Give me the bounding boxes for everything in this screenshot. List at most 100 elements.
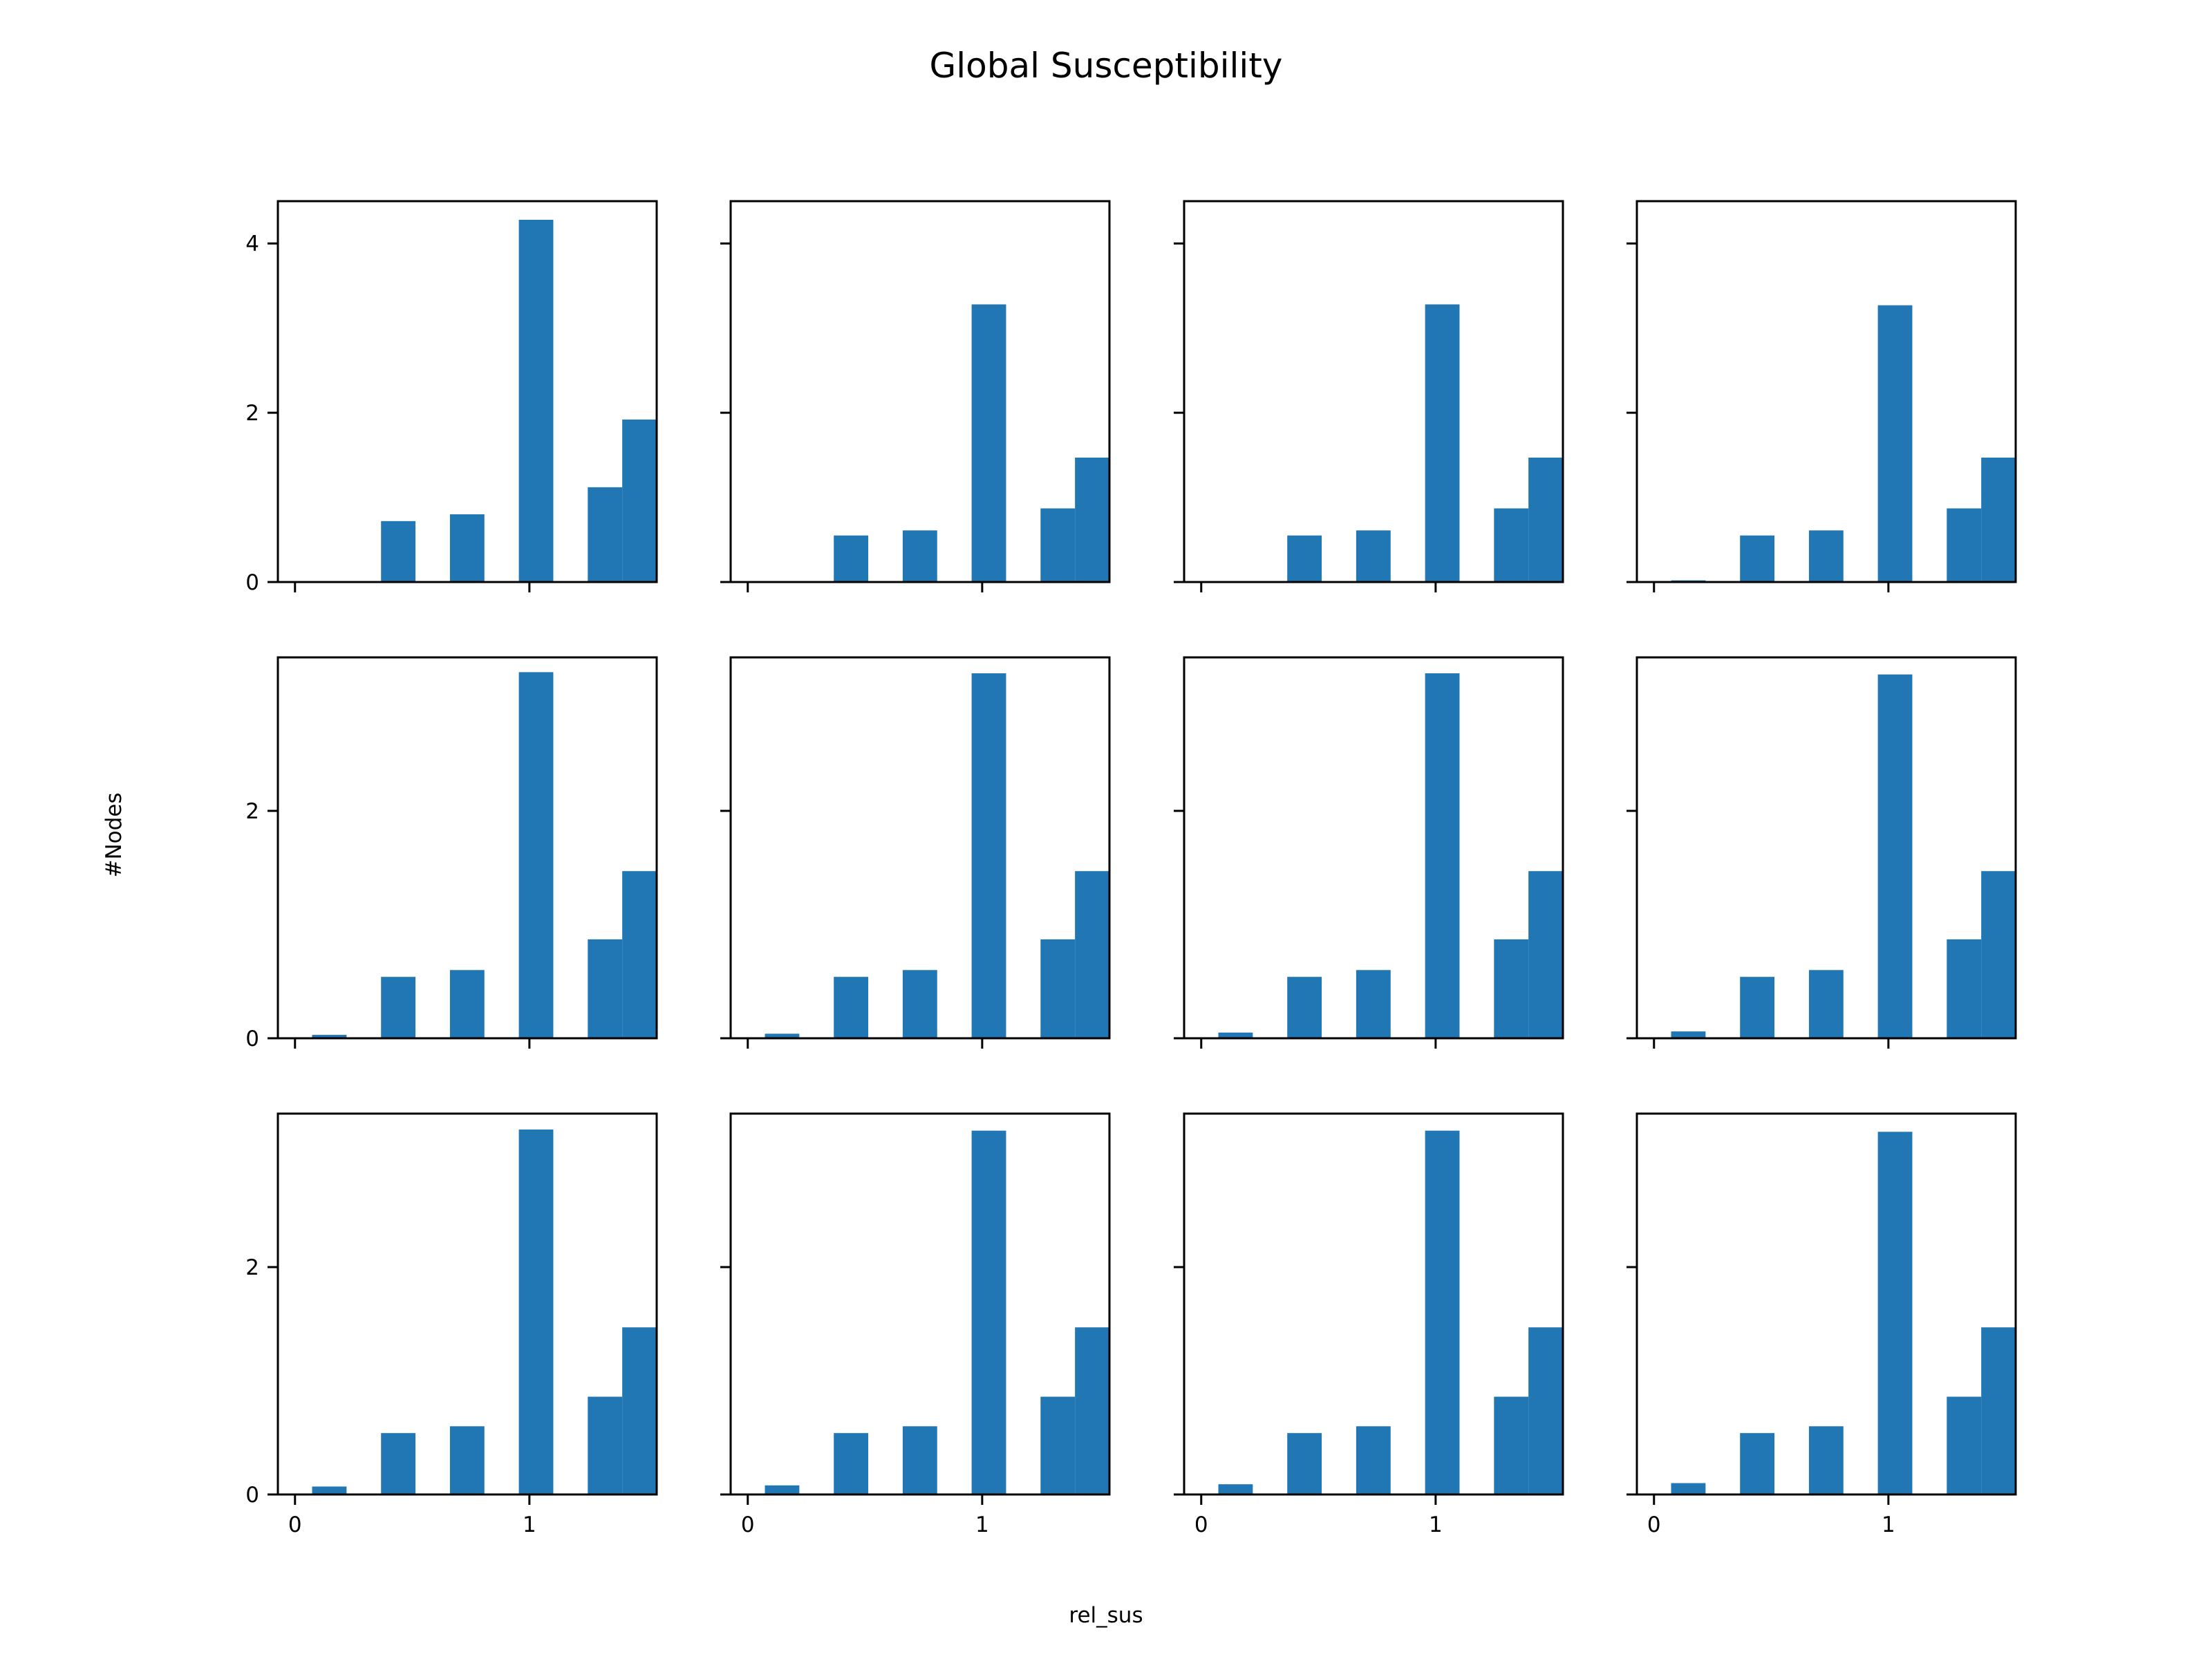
- x-tick-label: 1: [1882, 1512, 1895, 1537]
- axes-frame: [1183, 656, 1564, 1040]
- histogram-bar: [1356, 970, 1391, 1038]
- subplot-2-1: 02: [245, 656, 658, 1051]
- histogram-bar: [1494, 1396, 1529, 1494]
- histogram-bar: [1356, 530, 1391, 582]
- x-tick-label: 1: [975, 1512, 989, 1537]
- histogram-bar: [1287, 1433, 1322, 1494]
- histogram-bar: [1040, 1396, 1076, 1494]
- histogram-bar: [834, 977, 869, 1038]
- histogram-bar: [1671, 1483, 1706, 1494]
- histogram-bar: [1425, 1130, 1460, 1494]
- axes-frame: [1635, 656, 2017, 1040]
- histogram-bar: [312, 1035, 347, 1038]
- histogram-bar: [1425, 304, 1460, 582]
- histogram-bar: [1808, 970, 1844, 1038]
- histogram-bar: [1947, 939, 1982, 1038]
- y-tick-label: 4: [245, 232, 259, 256]
- histogram-bar: [1528, 871, 1563, 1038]
- histogram-bar: [1981, 1327, 2016, 1494]
- histogram-bar: [902, 970, 937, 1038]
- histogram-bar: [902, 530, 937, 582]
- histogram-bar: [449, 514, 485, 582]
- x-tick-label: 0: [288, 1512, 302, 1537]
- histogram-bar: [1425, 673, 1460, 1038]
- histogram-bar: [971, 1130, 1006, 1494]
- histogram-bar: [1671, 1031, 1706, 1038]
- y-tick-label: 0: [245, 1027, 259, 1051]
- y-axis-label: #Nodes: [102, 792, 126, 877]
- histogram-bar: [381, 1433, 416, 1494]
- y-tick-label: 0: [245, 570, 259, 595]
- histogram-bar: [588, 487, 623, 582]
- histogram-bar: [381, 521, 416, 582]
- histogram-bar: [381, 977, 416, 1038]
- axes-frame: [729, 656, 1111, 1040]
- axes-frame: [1183, 1112, 1564, 1496]
- histogram-bar: [1218, 1484, 1253, 1494]
- histogram-bar: [1287, 535, 1322, 582]
- y-tick-label: 2: [245, 1255, 259, 1280]
- histogram-bar: [1877, 674, 1913, 1038]
- subplot-2-2: [720, 656, 1111, 1049]
- x-tick-label: 0: [741, 1512, 755, 1537]
- histogram-bar: [1877, 1132, 1913, 1494]
- x-tick-label: 0: [1647, 1512, 1661, 1537]
- histogram-bar: [1528, 1327, 1563, 1494]
- y-tick-label: 0: [245, 1483, 259, 1508]
- x-tick-label: 1: [1429, 1512, 1443, 1537]
- histogram-bar: [1075, 1327, 1109, 1494]
- histogram-bar: [1740, 535, 1775, 582]
- histogram-bar: [1808, 530, 1844, 582]
- histogram-bar: [1356, 1426, 1391, 1494]
- histogram-bar: [1287, 977, 1322, 1038]
- histogram-bar: [449, 1426, 485, 1494]
- histogram-bar: [1981, 458, 2016, 582]
- axes-frame: [276, 1112, 658, 1496]
- histogram-bar: [588, 939, 623, 1038]
- histogram-bar: [971, 304, 1006, 582]
- histogram-bar: [1075, 871, 1109, 1038]
- axes-frame: [729, 200, 1111, 583]
- subplot-2-3: [1174, 656, 1564, 1049]
- chart-title: Global Susceptibility: [930, 46, 1283, 86]
- y-tick-label: 2: [245, 401, 259, 426]
- histogram-bar: [1947, 1396, 1982, 1494]
- axes-frame: [1183, 200, 1564, 583]
- histogram-bar: [1877, 305, 1913, 582]
- histogram-bar: [622, 419, 657, 582]
- axes-frame: [729, 1112, 1111, 1496]
- histogram-bar: [518, 1130, 554, 1494]
- subplot-1-4: [1627, 200, 2017, 592]
- histogram-bar: [1494, 939, 1529, 1038]
- histogram-bar: [312, 1486, 347, 1494]
- x-tick-label: 0: [1194, 1512, 1208, 1537]
- histogram-bar: [1218, 1032, 1253, 1038]
- subplot-2-4: [1627, 656, 2017, 1049]
- histogram-bar: [518, 672, 554, 1038]
- axes-frame: [276, 200, 658, 583]
- subplot-1-1: 0 2 4: [245, 200, 658, 595]
- histogram-bar: [902, 1426, 937, 1494]
- histogram-bar: [971, 673, 1006, 1038]
- histogram-bar: [1494, 508, 1529, 582]
- histogram-bar: [1808, 1426, 1844, 1494]
- subplot-3-1: 0 2 0 1: [245, 1112, 658, 1537]
- axes-frame: [1635, 1112, 2017, 1496]
- histogram-bar: [765, 1485, 800, 1494]
- axes-frame: [276, 656, 658, 1040]
- histogram-bar: [834, 1433, 869, 1494]
- histogram-bar: [1075, 458, 1109, 582]
- histogram-bar: [1528, 458, 1563, 582]
- x-tick-label: 1: [523, 1512, 536, 1537]
- histogram-bar: [1740, 977, 1775, 1038]
- histogram-bar: [588, 1396, 623, 1494]
- histogram-bar: [622, 1327, 657, 1494]
- subplot-1-2: [720, 200, 1111, 592]
- histogram-bar: [1947, 508, 1982, 582]
- axes-frame: [1635, 200, 2017, 583]
